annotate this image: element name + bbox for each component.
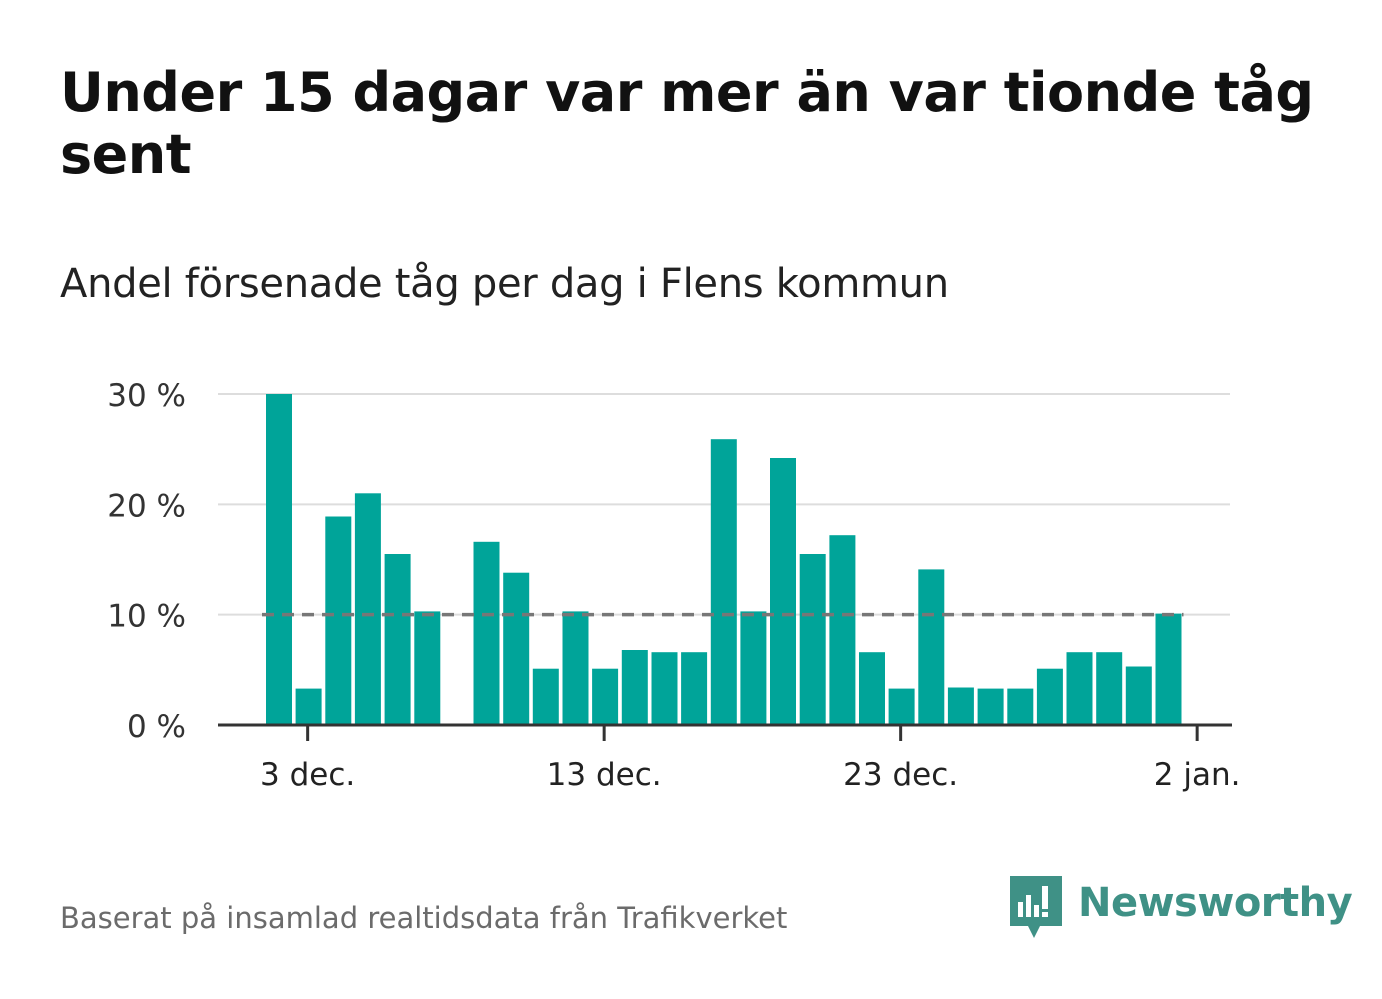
axes: 0 % 10 % 20 % 30 % 3 dec. 13 dec. 23 dec. 2 jan…: [107, 378, 1240, 793]
bar: [1125, 666, 1152, 725]
bar: [325, 516, 352, 725]
bar: [888, 688, 915, 725]
newsworthy-logo: Newsworthy: [1010, 876, 1353, 946]
chart-title: Under 15 dagar var mer än var tionde tåg…: [60, 61, 1314, 186]
bar: [1007, 688, 1034, 725]
bar: [799, 554, 826, 725]
y-tick-label: 20 %: [107, 488, 186, 524]
bar: [562, 611, 589, 725]
bar: [918, 569, 945, 725]
bar: [1155, 613, 1182, 725]
bar: [1066, 652, 1093, 725]
y-tick-label: 0 %: [127, 709, 186, 745]
source-note: Baserat på insamlad realtidsdata från Tr…: [60, 901, 788, 935]
bar: [859, 652, 885, 725]
y-tick-label: 10 %: [107, 599, 186, 635]
x-tick-label: 3 dec.: [260, 757, 355, 793]
newsworthy-logo-text: Newsworthy: [1078, 880, 1353, 926]
x-tick-label: 2 jan.: [1154, 757, 1241, 793]
bar: [354, 493, 381, 725]
bar-chart: 0 % 10 % 20 % 30 % 3 dec. 13 dec. 23 dec. 2 jan…: [107, 378, 1240, 793]
x-tick-label: 13 dec.: [547, 757, 662, 793]
bar: [1036, 668, 1063, 725]
bar: [414, 611, 441, 725]
x-tick-label: 23 dec.: [843, 757, 958, 793]
bar: [266, 394, 292, 725]
bar: [532, 668, 559, 725]
bar: [829, 535, 856, 725]
chart-subtitle: Andel försenade tåg per dag i Flens komm…: [60, 261, 949, 307]
bar: [384, 554, 411, 725]
bars: [266, 394, 1182, 725]
bar: [473, 541, 500, 725]
bar: [295, 688, 322, 725]
bar: [740, 611, 767, 725]
newsworthy-logo-icon: [1010, 876, 1062, 938]
bar: [592, 668, 619, 725]
bar: [770, 458, 796, 725]
bar: [681, 652, 708, 725]
y-tick-label: 30 %: [107, 378, 186, 414]
bar: [621, 650, 648, 725]
bar: [947, 687, 974, 725]
bar: [710, 439, 737, 725]
bar: [651, 652, 678, 725]
bar: [977, 688, 1004, 725]
bar: [503, 572, 530, 725]
bar: [1096, 652, 1123, 725]
